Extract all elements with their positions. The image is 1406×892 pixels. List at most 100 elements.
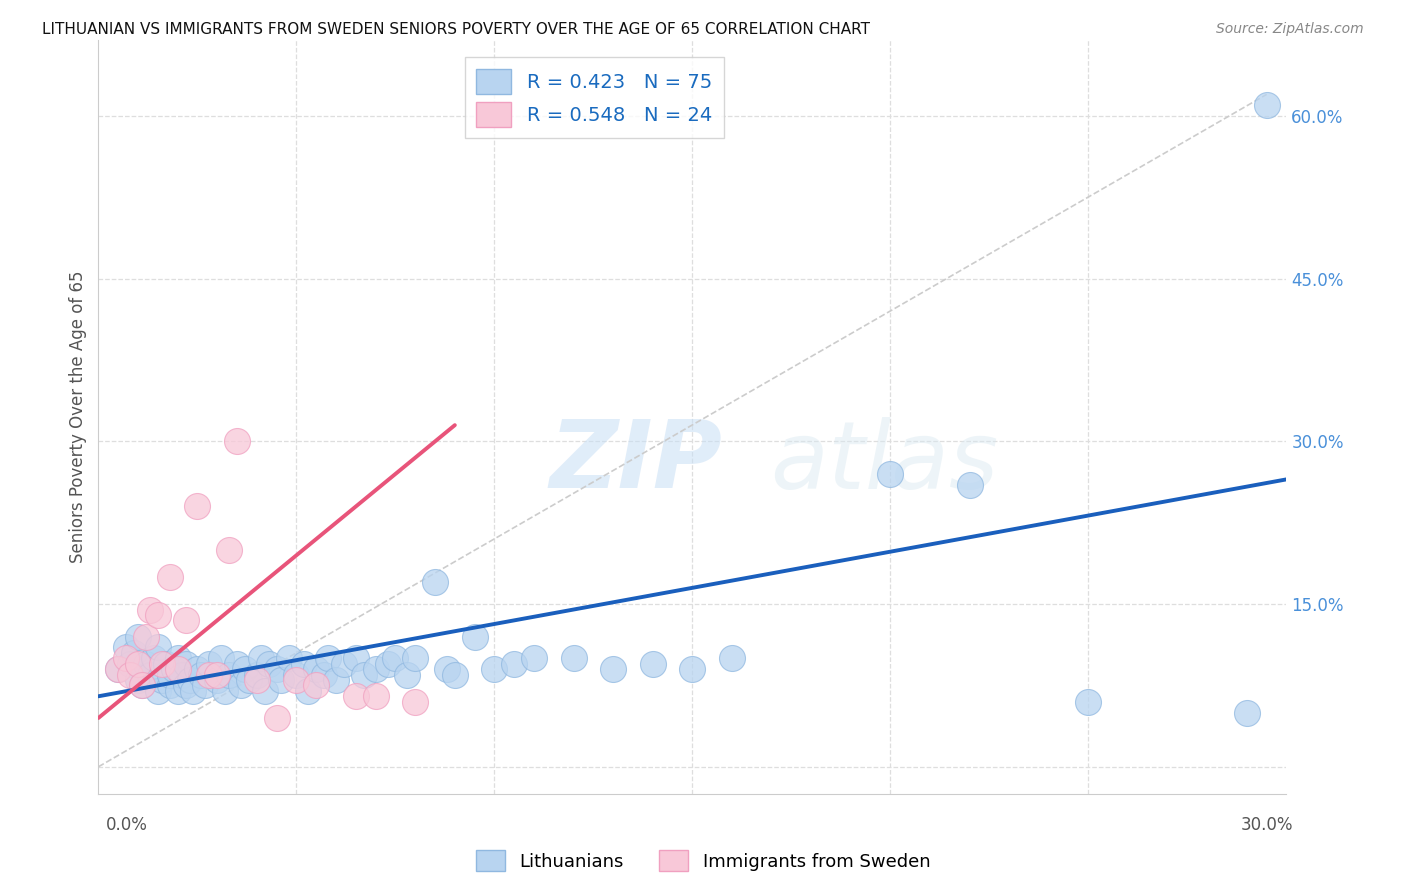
Point (146, 640, 169, 655)
Point (174, 678, 197, 692)
Point (266, 662, 288, 676)
Point (377, 657, 399, 671)
Point (238, 673, 260, 687)
Point (285, 673, 308, 687)
Point (316, 651, 339, 665)
Point (146, 607, 169, 622)
Point (186, 662, 208, 676)
Point (166, 683, 188, 698)
Point (233, 662, 256, 676)
Point (721, 651, 744, 665)
Point (218, 542, 240, 557)
Text: 0.0%: 0.0% (105, 816, 148, 834)
Point (127, 673, 149, 687)
Point (159, 570, 181, 584)
Point (681, 662, 703, 676)
Point (344, 651, 367, 665)
Point (127, 657, 149, 671)
Point (170, 667, 193, 681)
Point (194, 678, 217, 692)
Point (364, 662, 387, 676)
Point (297, 683, 319, 698)
Point (139, 667, 162, 681)
Text: atlas: atlas (769, 417, 998, 508)
Point (959, 477, 981, 491)
Text: Source: ZipAtlas.com: Source: ZipAtlas.com (1216, 22, 1364, 37)
Point (1077, 695, 1099, 709)
Point (464, 630, 486, 644)
Point (115, 651, 138, 665)
Point (277, 651, 299, 665)
Point (444, 667, 467, 681)
Point (503, 657, 526, 671)
Point (174, 657, 197, 671)
Point (396, 667, 419, 681)
Point (879, 467, 901, 481)
Point (150, 673, 173, 687)
Point (523, 651, 546, 665)
Point (364, 690, 387, 704)
Point (174, 613, 197, 627)
Point (159, 667, 181, 681)
Point (249, 651, 271, 665)
Point (198, 657, 221, 671)
Point (131, 678, 153, 692)
Point (218, 667, 240, 681)
Point (142, 651, 165, 665)
Point (122, 646, 145, 660)
Point (325, 673, 347, 687)
Point (423, 575, 446, 590)
Point (641, 657, 664, 671)
Point (404, 695, 426, 709)
Point (246, 673, 269, 687)
Point (205, 667, 228, 681)
Point (146, 683, 169, 698)
Point (131, 678, 153, 692)
Point (562, 651, 585, 665)
Point (166, 662, 188, 676)
Point (107, 662, 129, 676)
Point (127, 630, 149, 644)
Point (135, 657, 157, 671)
Point (292, 657, 315, 671)
Point (214, 683, 236, 698)
Point (436, 662, 458, 676)
Point (384, 651, 406, 665)
Point (190, 667, 212, 681)
Text: LITHUANIAN VS IMMIGRANTS FROM SWEDEN SENIORS POVERTY OVER THE AGE OF 65 CORRELAT: LITHUANIAN VS IMMIGRANTS FROM SWEDEN SEN… (42, 22, 870, 37)
Point (602, 662, 624, 676)
Point (166, 651, 188, 665)
Point (120, 667, 142, 681)
Point (344, 690, 367, 704)
Point (183, 683, 205, 698)
Point (205, 673, 228, 687)
Point (1236, 706, 1258, 720)
Point (186, 500, 208, 514)
Point (1256, 98, 1278, 112)
Point (333, 657, 356, 671)
Point (253, 683, 276, 698)
Point (198, 667, 221, 681)
Point (314, 667, 336, 681)
Point (305, 678, 328, 692)
Point (107, 662, 129, 676)
Point (353, 667, 375, 681)
Text: 30.0%: 30.0% (1241, 816, 1294, 834)
Point (404, 651, 426, 665)
Point (120, 657, 142, 671)
Text: ZIP: ZIP (550, 417, 723, 508)
Point (209, 651, 232, 665)
Point (115, 640, 138, 655)
Point (226, 434, 249, 449)
Point (257, 657, 280, 671)
Point (226, 657, 249, 671)
Point (139, 602, 162, 616)
Point (163, 662, 186, 676)
Point (305, 662, 328, 676)
Y-axis label: Seniors Poverty Over the Age of 65: Seniors Poverty Over the Age of 65 (69, 271, 87, 563)
Point (229, 678, 252, 692)
Point (135, 630, 157, 644)
Point (484, 662, 506, 676)
Point (150, 657, 173, 671)
Point (159, 678, 181, 692)
